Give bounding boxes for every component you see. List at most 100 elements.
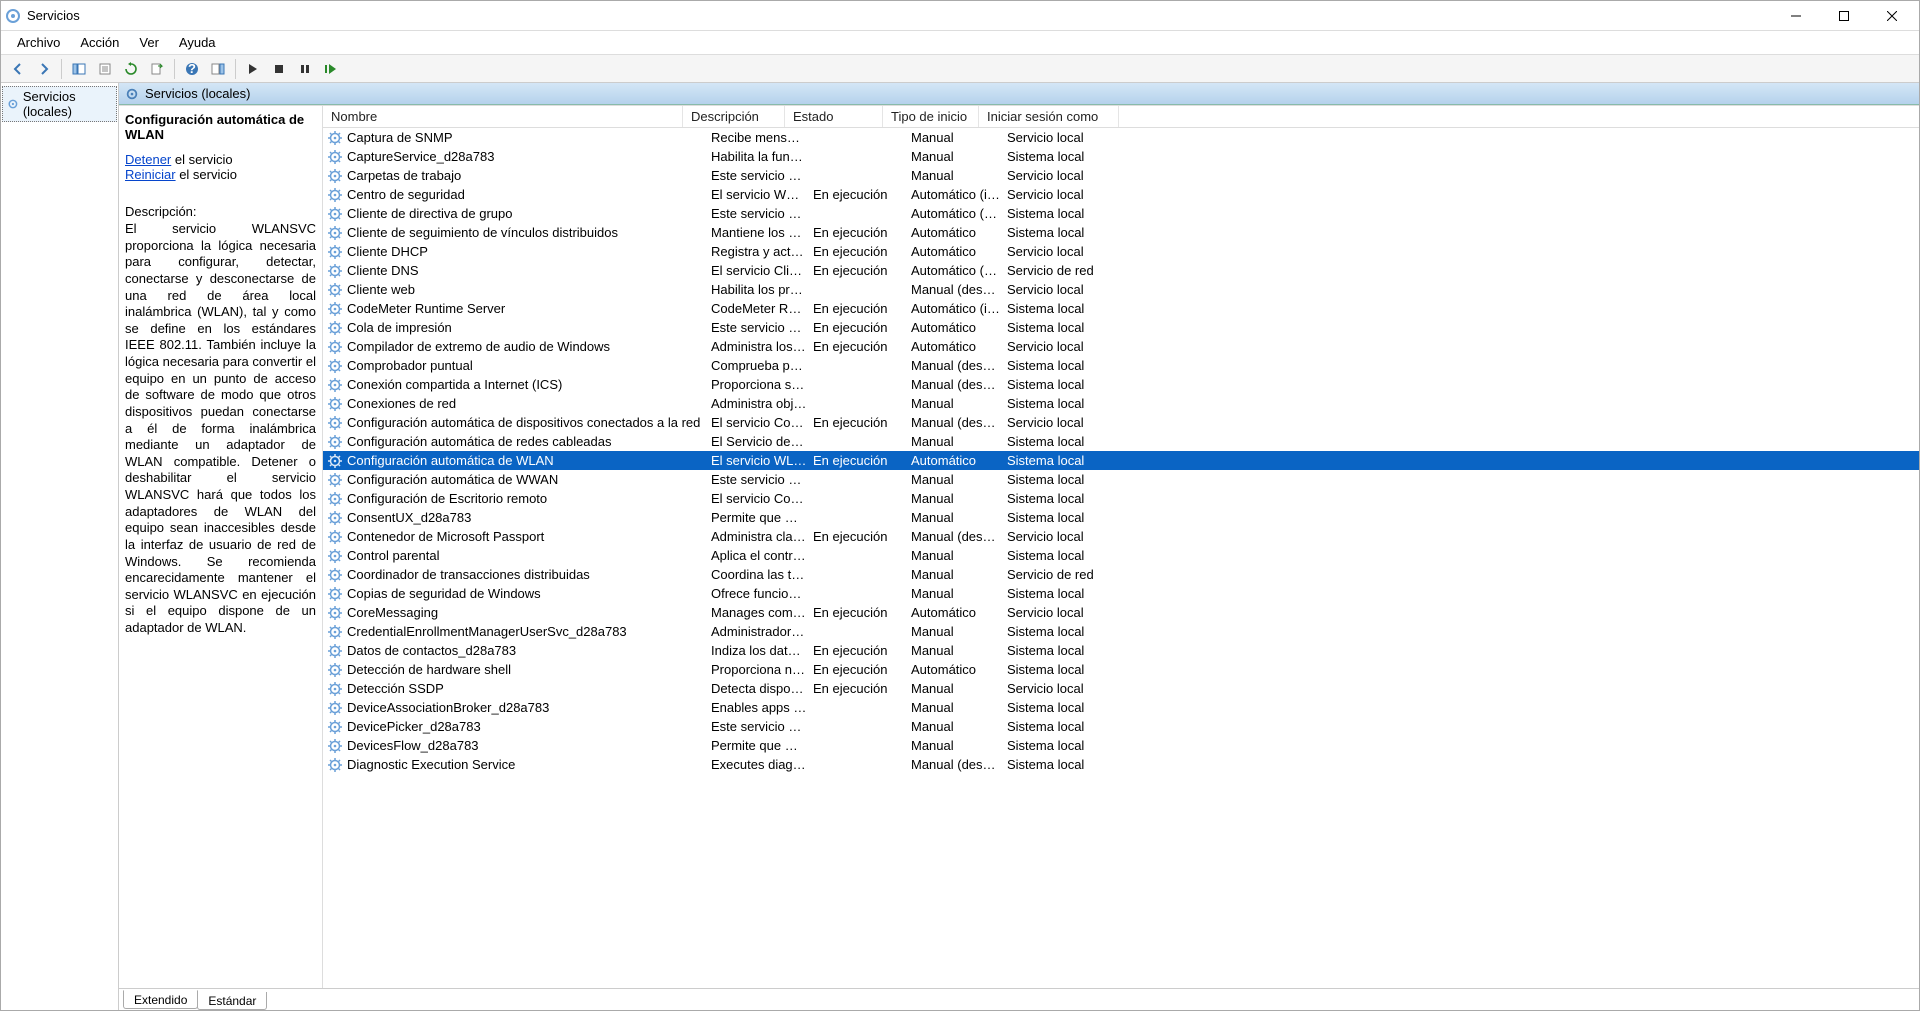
cell-iniciar-sesion: Sistema local	[1001, 396, 1131, 411]
service-row[interactable]: CredentialEnrollmentManagerUserSvc_d28a7…	[323, 622, 1919, 641]
cell-descripcion: Coordina las tra...	[705, 567, 807, 582]
service-gear-icon	[327, 301, 343, 317]
col-estado[interactable]: Estado	[785, 106, 883, 127]
stop-service-button[interactable]	[267, 57, 291, 81]
cell-descripcion: Administra los d...	[705, 339, 807, 354]
console-tree[interactable]: Servicios (locales)	[1, 83, 119, 1010]
service-row[interactable]: CaptureService_d28a783Habilita la funci.…	[323, 147, 1919, 166]
service-gear-icon	[327, 567, 343, 583]
service-row[interactable]: Contenedor de Microsoft PassportAdminist…	[323, 527, 1919, 546]
cell-descripcion: Este servicio es r...	[705, 206, 807, 221]
cell-tipo-inicio: Automático (d...	[905, 263, 1001, 278]
service-row[interactable]: Cliente de directiva de grupoEste servic…	[323, 204, 1919, 223]
service-row[interactable]: Compilador de extremo de audio de Window…	[323, 337, 1919, 356]
service-row[interactable]: Cliente DNSEl servicio Client...En ejecu…	[323, 261, 1919, 280]
cell-iniciar-sesion: Servicio local	[1001, 339, 1131, 354]
service-row[interactable]: Configuración automática de redes cablea…	[323, 432, 1919, 451]
stop-service-link[interactable]: Detener	[125, 152, 171, 167]
maximize-button[interactable]	[1821, 1, 1867, 31]
service-row[interactable]: Carpetas de trabajoEste servicio sin...M…	[323, 166, 1919, 185]
service-row[interactable]: Detección de hardware shellProporciona n…	[323, 660, 1919, 679]
service-row[interactable]: Cliente de seguimiento de vínculos distr…	[323, 223, 1919, 242]
service-row[interactable]: Coordinador de transacciones distribuida…	[323, 565, 1919, 584]
help-button[interactable]: ?	[180, 57, 204, 81]
content-area: Servicios (locales) Servicios (locales) …	[1, 83, 1919, 1010]
cell-descripcion: Este servicio ad...	[705, 472, 807, 487]
service-row[interactable]: Centro de seguridadEl servicio WSCS...En…	[323, 185, 1919, 204]
service-row[interactable]: DevicesFlow_d28a783Permite que Co...Manu…	[323, 736, 1919, 755]
back-button[interactable]	[6, 57, 30, 81]
service-row[interactable]: Copias de seguridad de WindowsOfrece fun…	[323, 584, 1919, 603]
service-row[interactable]: Configuración automática de WLANEl servi…	[323, 451, 1919, 470]
service-row[interactable]: CoreMessagingManages comm...En ejecución…	[323, 603, 1919, 622]
service-row[interactable]: Comprobador puntualComprueba pos...Manua…	[323, 356, 1919, 375]
service-gear-icon	[327, 453, 343, 469]
service-row[interactable]: CodeMeter Runtime ServerCodeMeter Run...…	[323, 299, 1919, 318]
service-gear-icon	[327, 681, 343, 697]
service-row[interactable]: Datos de contactos_d28a783Indiza los dat…	[323, 641, 1919, 660]
service-row[interactable]: Captura de SNMPRecibe mensaje...ManualSe…	[323, 128, 1919, 147]
cell-nombre: Comprobador puntual	[347, 358, 705, 373]
service-row[interactable]: Configuración de Escritorio remotoEl ser…	[323, 489, 1919, 508]
col-nombre[interactable]: Nombre	[323, 106, 683, 127]
list-columns-header: Nombre Descripción Estado Tipo de inicio…	[323, 106, 1919, 128]
col-descripcion[interactable]: Descripción	[683, 106, 785, 127]
service-row[interactable]: Configuración automática de WWANEste ser…	[323, 470, 1919, 489]
minimize-button[interactable]	[1773, 1, 1819, 31]
close-button[interactable]	[1869, 1, 1915, 31]
service-row[interactable]: Detección SSDPDetecta disposit...En ejec…	[323, 679, 1919, 698]
action-pane-button[interactable]	[206, 57, 230, 81]
cell-descripcion: Administra clav...	[705, 529, 807, 544]
cell-iniciar-sesion: Sistema local	[1001, 434, 1131, 449]
cell-iniciar-sesion: Servicio local	[1001, 605, 1131, 620]
show-hide-tree-button[interactable]	[67, 57, 91, 81]
cell-descripcion: Registra y actua...	[705, 244, 807, 259]
list-rows-container[interactable]: Captura de SNMPRecibe mensaje...ManualSe…	[323, 128, 1919, 988]
cell-nombre: Cliente de directiva de grupo	[347, 206, 705, 221]
service-row[interactable]: Cliente webHabilita los pro...Manual (de…	[323, 280, 1919, 299]
cell-tipo-inicio: Automático	[905, 453, 1001, 468]
forward-button[interactable]	[32, 57, 56, 81]
menubar: Archivo Acción Ver Ayuda	[1, 31, 1919, 55]
cell-estado: En ejecución	[807, 415, 905, 430]
cell-iniciar-sesion: Sistema local	[1001, 301, 1131, 316]
tree-node-servicios-locales[interactable]: Servicios (locales)	[2, 86, 117, 122]
properties-button[interactable]	[93, 57, 117, 81]
tab-estandar[interactable]: Estándar	[197, 992, 267, 1010]
cell-nombre: Configuración automática de WLAN	[347, 453, 705, 468]
cell-iniciar-sesion: Sistema local	[1001, 453, 1131, 468]
cell-nombre: Configuración automática de WWAN	[347, 472, 705, 487]
export-list-button[interactable]	[145, 57, 169, 81]
cell-iniciar-sesion: Sistema local	[1001, 548, 1131, 563]
service-row[interactable]: Cliente DHCPRegistra y actua...En ejecuc…	[323, 242, 1919, 261]
service-row[interactable]: Conexión compartida a Internet (ICS)Prop…	[323, 375, 1919, 394]
pause-service-button[interactable]	[293, 57, 317, 81]
menu-ayuda[interactable]: Ayuda	[169, 32, 226, 53]
detail-restart-line: Reiniciar el servicio	[125, 167, 316, 182]
services-tree-icon	[7, 97, 19, 111]
cell-tipo-inicio: Automático (in...	[905, 187, 1001, 202]
service-row[interactable]: Diagnostic Execution ServiceExecutes dia…	[323, 755, 1919, 774]
menu-archivo[interactable]: Archivo	[7, 32, 70, 53]
col-tipo-inicio[interactable]: Tipo de inicio	[883, 106, 979, 127]
start-service-button[interactable]	[241, 57, 265, 81]
cell-tipo-inicio: Manual	[905, 472, 1001, 487]
service-row[interactable]: Configuración automática de dispositivos…	[323, 413, 1919, 432]
service-row[interactable]: Conexiones de redAdministra obje...Manua…	[323, 394, 1919, 413]
service-row[interactable]: DeviceAssociationBroker_d28a783Enables a…	[323, 698, 1919, 717]
refresh-button[interactable]	[119, 57, 143, 81]
service-row[interactable]: ConsentUX_d28a783Permite que Co...Manual…	[323, 508, 1919, 527]
cell-descripcion: Comprueba pos...	[705, 358, 807, 373]
col-iniciar-sesion[interactable]: Iniciar sesión como	[979, 106, 1119, 127]
service-row[interactable]: Cola de impresiónEste servicio po...En e…	[323, 318, 1919, 337]
restart-service-link[interactable]: Reiniciar	[125, 167, 176, 182]
menu-accion[interactable]: Acción	[70, 32, 129, 53]
tab-extendido[interactable]: Extendido	[123, 990, 198, 1009]
cell-estado: En ejecución	[807, 244, 905, 259]
menu-ver[interactable]: Ver	[129, 32, 169, 53]
restart-service-button[interactable]	[319, 57, 343, 81]
service-gear-icon	[327, 529, 343, 545]
service-row[interactable]: Control parentalAplica el control...Manu…	[323, 546, 1919, 565]
service-row[interactable]: DevicePicker_d28a783Este servicio de ...…	[323, 717, 1919, 736]
detail-description-text: El servicio WLANSVC proporciona la lógic…	[125, 221, 316, 637]
